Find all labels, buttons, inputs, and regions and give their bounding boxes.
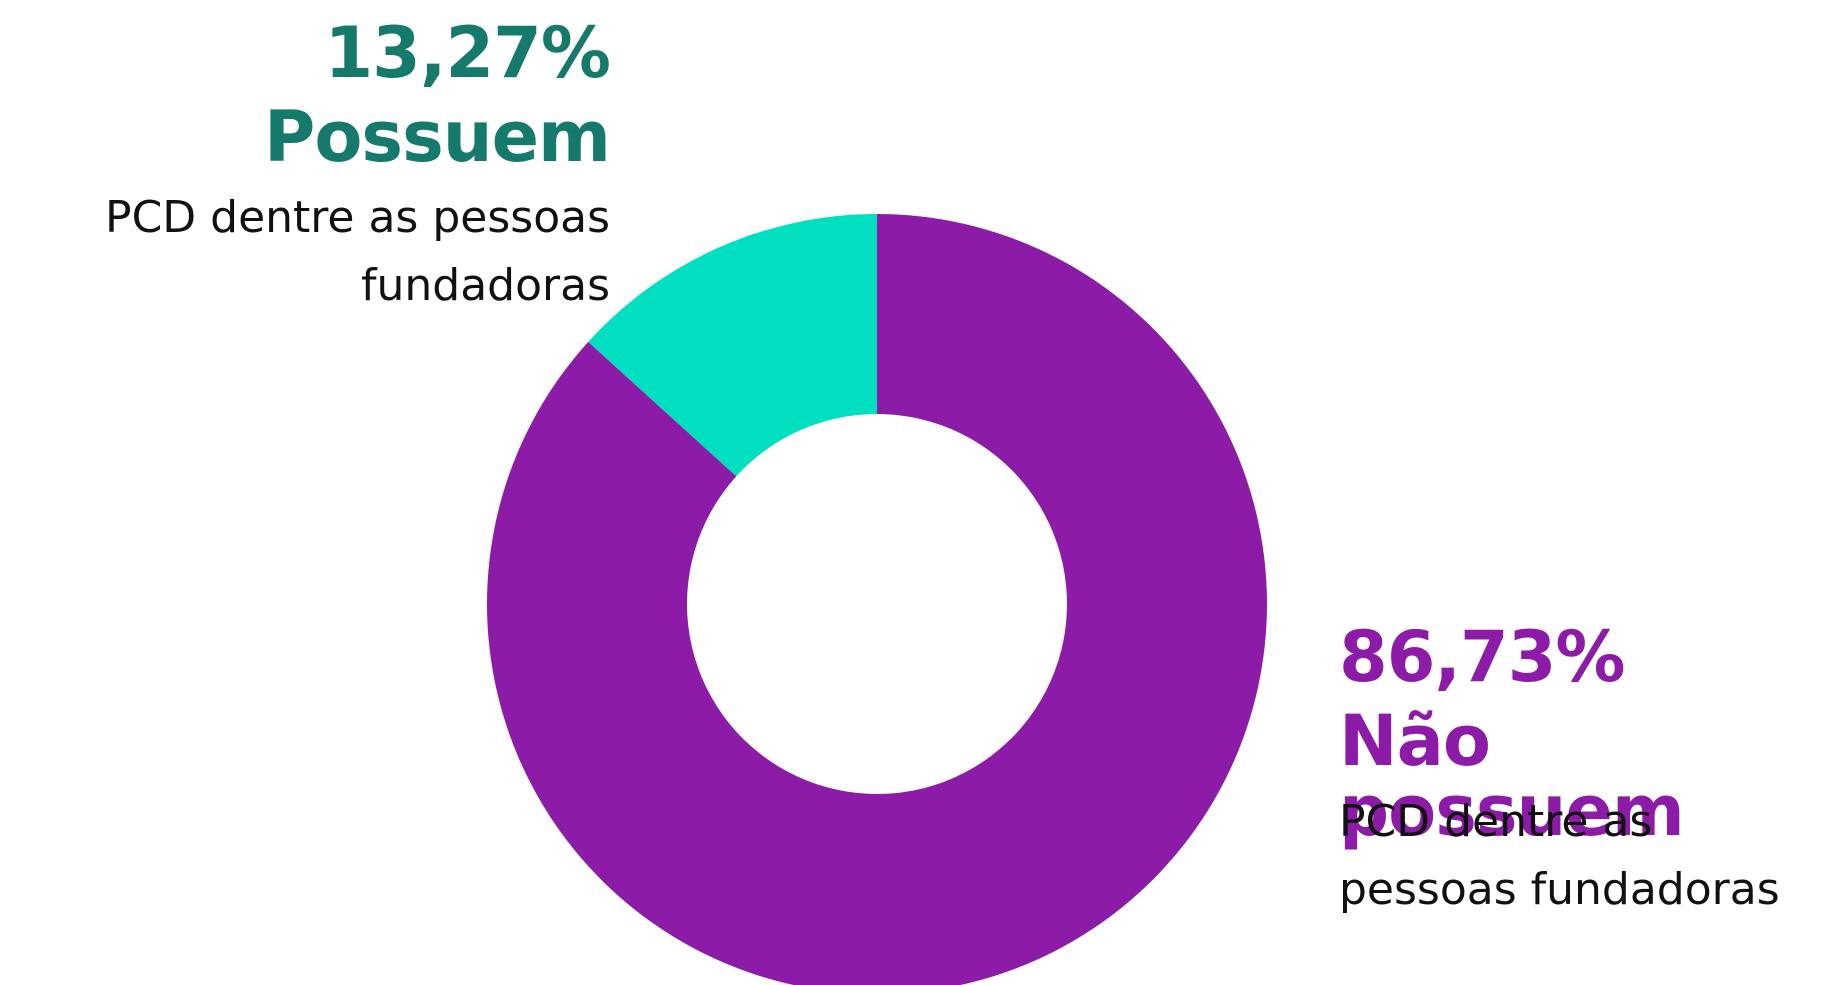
possuem-description-line1: PCD dentre as pessoas bbox=[105, 192, 610, 243]
slice-label-nao-possuem: 86,73% Não possuem PCD dentre as pessoas… bbox=[1339, 622, 1839, 924]
possuem-percentage: 13,27% bbox=[324, 12, 611, 94]
donut-slice-possuem bbox=[588, 214, 877, 477]
nao-possuem-percentage: 86,73% bbox=[1339, 616, 1626, 698]
donut-slice-nao-possuem bbox=[487, 214, 1267, 985]
nao-possuem-description-line1: PCD dentre as bbox=[1339, 796, 1653, 847]
slice-label-possuem: 13,27% Possuem PCD dentre as pessoas fun… bbox=[0, 12, 611, 320]
possuem-description-line2: fundadoras bbox=[361, 260, 610, 311]
possuem-category: Possuem bbox=[264, 96, 611, 178]
nao-possuem-description-line2: pessoas fundadoras bbox=[1339, 864, 1780, 915]
nao-possuem-category: Não possuem bbox=[1339, 700, 1685, 852]
